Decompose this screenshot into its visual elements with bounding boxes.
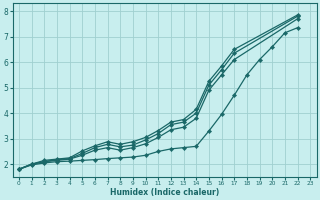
X-axis label: Humidex (Indice chaleur): Humidex (Indice chaleur) — [110, 188, 219, 197]
